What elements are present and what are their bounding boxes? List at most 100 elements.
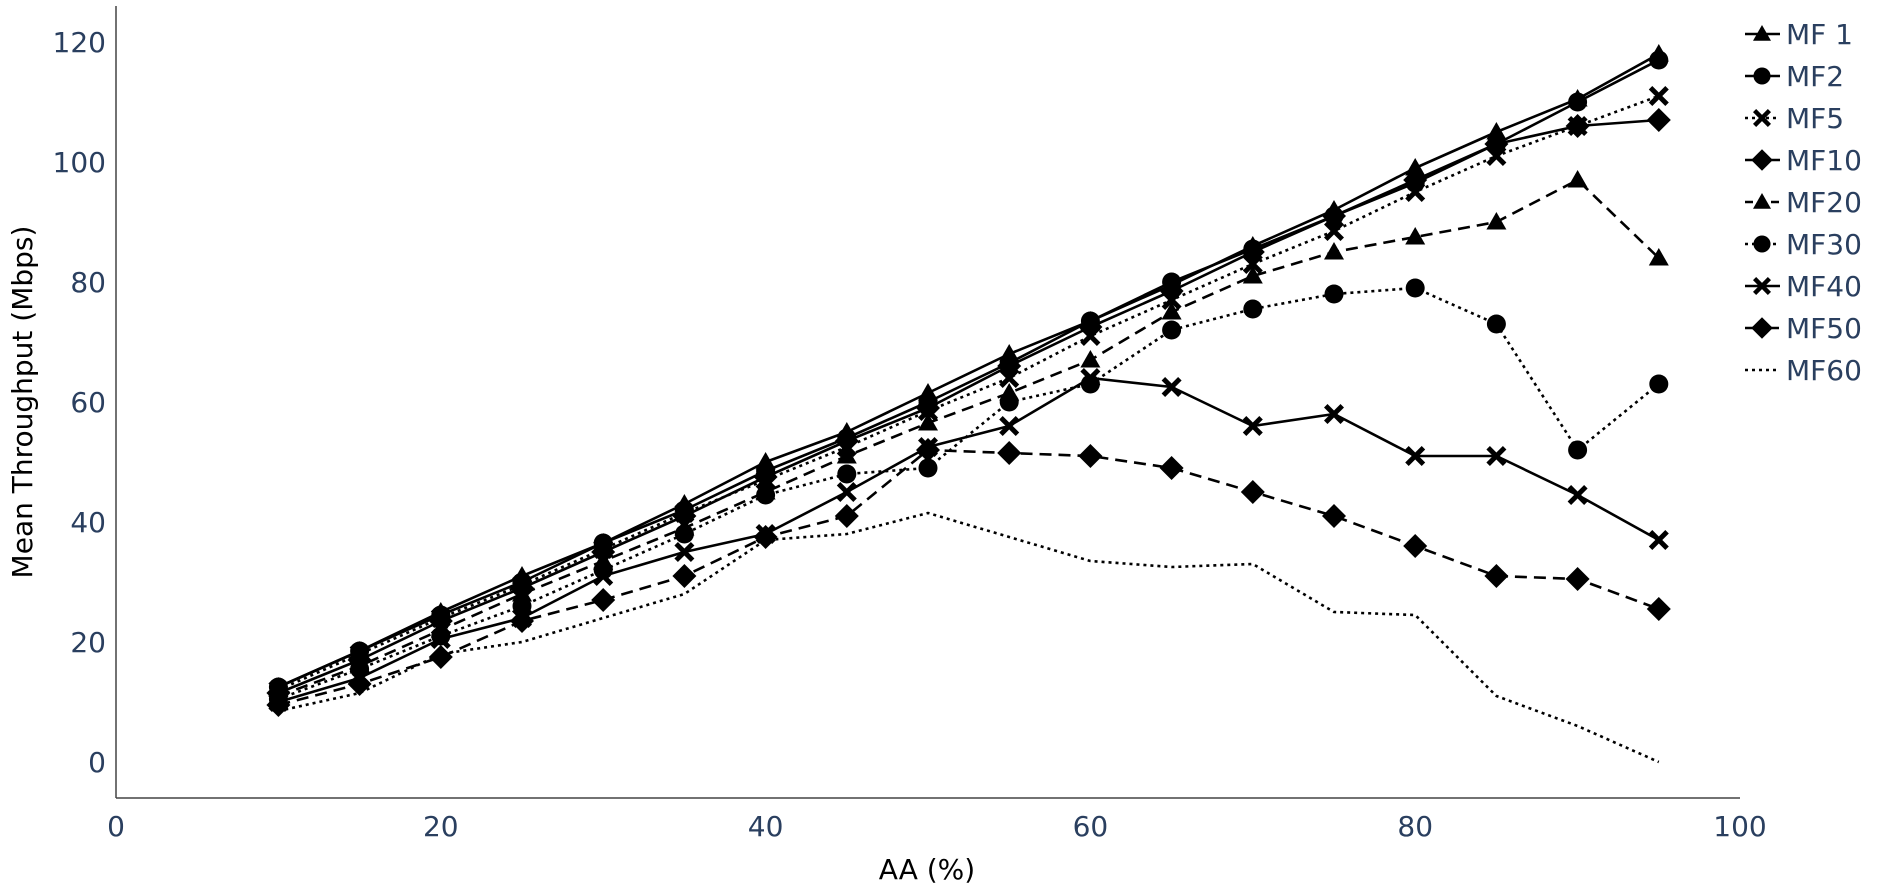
x-tick-label: 60 (1073, 810, 1109, 843)
data-point (756, 485, 776, 505)
legend-label: MF10 (1786, 144, 1862, 177)
x-tick-label: 100 (1713, 810, 1766, 843)
y-tick-label: 0 (88, 746, 106, 779)
legend-label: MF50 (1786, 312, 1862, 345)
legend-label: MF5 (1786, 102, 1844, 135)
y-axis-title: Mean Throughput (Mbps) (6, 226, 39, 579)
data-point (836, 482, 857, 502)
legend-label: MF30 (1786, 228, 1862, 261)
data-point (1568, 440, 1588, 460)
data-point (1322, 204, 1346, 228)
legend-item: MF60 (1745, 354, 1862, 387)
data-point (836, 446, 857, 464)
legend-marker (1753, 193, 1771, 209)
series-mf60 (278, 511, 1660, 764)
data-point (512, 584, 532, 602)
data-point (1484, 564, 1509, 588)
series-mf-1 (268, 44, 1669, 695)
legend-marker (1751, 149, 1773, 171)
data-point (1242, 266, 1263, 284)
data-point (428, 645, 453, 669)
data-point (1646, 597, 1671, 621)
data-point (672, 564, 697, 588)
x-tick-label: 80 (1397, 810, 1433, 843)
legend-marker (1751, 317, 1773, 339)
data-point (997, 354, 1022, 378)
legend-label: MF2 (1786, 60, 1844, 93)
data-point (1242, 416, 1263, 436)
series-line (277, 118, 1659, 695)
data-point (834, 429, 859, 453)
data-point (591, 588, 616, 612)
data-point (1078, 315, 1103, 339)
legend-marker (1753, 25, 1771, 41)
series-mf50 (266, 438, 1671, 717)
series-line (277, 286, 1660, 701)
data-point (999, 416, 1020, 436)
x-axis-title: AA (%) (879, 853, 975, 885)
data-point (510, 609, 534, 633)
data-point (1486, 314, 1506, 334)
legend-marker (1753, 67, 1771, 85)
data-point (1324, 221, 1344, 241)
legend-item: MF10 (1745, 144, 1862, 177)
data-point (1648, 530, 1669, 550)
data-point (916, 438, 940, 462)
data-point (837, 464, 857, 484)
data-point (674, 542, 695, 562)
data-point (753, 525, 778, 549)
data-point (266, 693, 291, 717)
data-point (1324, 242, 1344, 260)
data-point (1565, 567, 1590, 591)
legend-marker (1753, 235, 1771, 253)
data-point (1567, 170, 1588, 188)
legend-item: MF30 (1745, 228, 1862, 261)
data-point (1486, 122, 1507, 140)
legend-item: MF50 (1745, 312, 1862, 345)
data-point (672, 504, 697, 528)
data-point (1646, 108, 1671, 132)
legend-item: MF 1 (1745, 18, 1853, 51)
legend-item: MF5 (1745, 102, 1844, 135)
series-line (278, 448, 1660, 707)
data-point (1649, 374, 1669, 394)
data-point (1324, 404, 1344, 424)
data-point (1161, 377, 1182, 397)
data-point (1565, 114, 1590, 138)
y-tick-label: 100 (53, 146, 106, 179)
y-tick-label: 120 (53, 26, 106, 59)
data-point (1403, 168, 1428, 192)
data-point (1159, 279, 1184, 303)
legend-marker (1753, 277, 1771, 295)
series-mf5 (268, 86, 1669, 700)
series-line (277, 58, 1660, 689)
x-tick-label: 0 (107, 810, 125, 843)
legend-item: MF2 (1745, 60, 1844, 93)
y-tick-label: 80 (70, 266, 106, 299)
data-point (1322, 504, 1346, 528)
data-point (1243, 299, 1263, 319)
data-point (1080, 350, 1101, 368)
data-point (1486, 446, 1507, 466)
series-line (277, 52, 1660, 689)
series-mf30 (268, 278, 1669, 709)
legend-marker (1753, 109, 1771, 127)
data-point (834, 504, 859, 528)
series-line (277, 94, 1660, 692)
data-point (1648, 86, 1669, 106)
series-line (277, 178, 1660, 698)
data-point (1403, 534, 1428, 558)
legend-item: MF40 (1745, 270, 1862, 303)
data-point (1484, 132, 1509, 156)
series-line (278, 511, 1660, 764)
data-point (1240, 240, 1265, 264)
data-point (1486, 212, 1507, 230)
data-point (918, 458, 938, 478)
data-point (753, 465, 778, 489)
data-point (1568, 92, 1588, 112)
legend-label: MF60 (1786, 354, 1862, 387)
data-point (918, 413, 938, 431)
x-tick-label: 40 (748, 810, 784, 843)
plot-area (266, 44, 1671, 764)
